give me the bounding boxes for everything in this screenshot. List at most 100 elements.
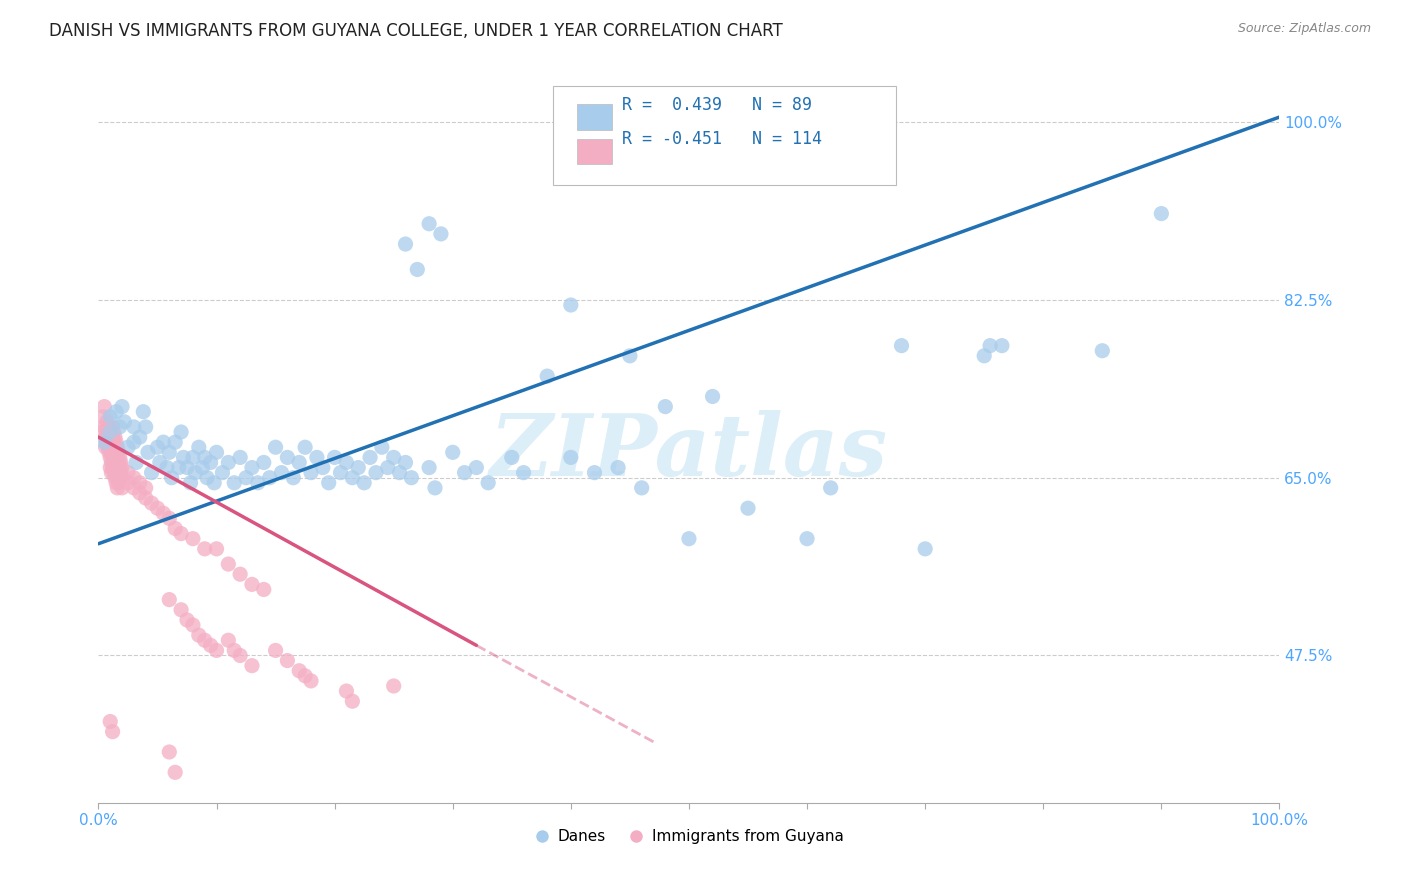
Point bbox=[149, 455, 172, 469]
Point bbox=[299, 466, 322, 480]
Point bbox=[477, 475, 499, 490]
Point bbox=[94, 440, 117, 454]
Point bbox=[401, 471, 423, 485]
Point bbox=[187, 628, 209, 642]
Point bbox=[914, 541, 936, 556]
Point bbox=[240, 658, 263, 673]
Point bbox=[107, 445, 129, 459]
Point bbox=[283, 471, 305, 485]
Point bbox=[288, 664, 311, 678]
Point bbox=[820, 481, 842, 495]
Point bbox=[103, 425, 125, 439]
Text: DANISH VS IMMIGRANTS FROM GUYANA COLLEGE, UNDER 1 YEAR CORRELATION CHART: DANISH VS IMMIGRANTS FROM GUYANA COLLEGE… bbox=[49, 22, 783, 40]
Point bbox=[103, 435, 125, 450]
Point bbox=[105, 445, 128, 459]
Point bbox=[342, 694, 364, 708]
Point bbox=[294, 669, 316, 683]
Point bbox=[96, 425, 118, 439]
Point bbox=[117, 440, 139, 454]
Point bbox=[122, 481, 145, 495]
Point bbox=[93, 420, 115, 434]
Point bbox=[235, 471, 257, 485]
Point bbox=[125, 455, 148, 469]
Point bbox=[423, 481, 446, 495]
Point bbox=[110, 466, 132, 480]
Point bbox=[93, 400, 115, 414]
Point bbox=[146, 440, 169, 454]
Point bbox=[104, 460, 127, 475]
Point bbox=[465, 460, 488, 475]
Point bbox=[97, 430, 120, 444]
Point bbox=[108, 420, 131, 434]
Point bbox=[101, 430, 124, 444]
Point bbox=[654, 400, 676, 414]
Point bbox=[1091, 343, 1114, 358]
Point bbox=[157, 445, 180, 459]
Point bbox=[98, 425, 121, 439]
Point bbox=[105, 450, 128, 465]
Point bbox=[184, 466, 207, 480]
Point bbox=[430, 227, 453, 241]
FancyBboxPatch shape bbox=[553, 86, 896, 185]
Point bbox=[335, 684, 357, 698]
Point bbox=[583, 466, 606, 480]
Point bbox=[141, 496, 163, 510]
Point bbox=[141, 466, 163, 480]
Point bbox=[105, 440, 128, 454]
Point bbox=[560, 450, 582, 465]
Point bbox=[170, 526, 193, 541]
Point bbox=[187, 440, 209, 454]
Point bbox=[229, 567, 252, 582]
Point bbox=[347, 460, 370, 475]
Point bbox=[111, 471, 134, 485]
Point bbox=[979, 338, 1001, 352]
Point bbox=[165, 765, 187, 780]
Point bbox=[105, 455, 128, 469]
Point bbox=[117, 466, 139, 480]
Point bbox=[101, 440, 124, 454]
Point bbox=[181, 450, 204, 465]
Point bbox=[107, 475, 129, 490]
Point bbox=[105, 481, 128, 495]
Text: ZIPatlas: ZIPatlas bbox=[489, 410, 889, 493]
Point bbox=[91, 425, 114, 439]
Point bbox=[105, 460, 128, 475]
Point bbox=[101, 724, 124, 739]
Point bbox=[264, 643, 287, 657]
Point bbox=[160, 471, 183, 485]
Point bbox=[157, 592, 180, 607]
Point bbox=[560, 298, 582, 312]
Point bbox=[172, 450, 194, 465]
Point bbox=[122, 471, 145, 485]
Point bbox=[111, 481, 134, 495]
Point bbox=[205, 445, 228, 459]
Point bbox=[98, 409, 121, 424]
Point bbox=[195, 471, 218, 485]
Point bbox=[176, 613, 198, 627]
Point bbox=[146, 501, 169, 516]
Point bbox=[607, 460, 630, 475]
Point bbox=[630, 481, 652, 495]
Point bbox=[406, 262, 429, 277]
Point bbox=[98, 420, 121, 434]
Point bbox=[973, 349, 995, 363]
Point bbox=[100, 445, 122, 459]
Point bbox=[170, 603, 193, 617]
Point bbox=[229, 648, 252, 663]
FancyBboxPatch shape bbox=[576, 138, 612, 164]
Point bbox=[359, 450, 381, 465]
Point bbox=[157, 511, 180, 525]
Point bbox=[98, 425, 121, 439]
Point bbox=[111, 460, 134, 475]
Point bbox=[991, 338, 1014, 352]
Point bbox=[181, 618, 204, 632]
Point bbox=[299, 673, 322, 688]
Point bbox=[253, 582, 276, 597]
Point bbox=[105, 471, 128, 485]
Point bbox=[101, 420, 124, 434]
Point bbox=[104, 450, 127, 465]
Point bbox=[335, 455, 357, 469]
Point bbox=[512, 466, 534, 480]
Point bbox=[890, 338, 912, 352]
Text: R =  0.439   N = 89: R = 0.439 N = 89 bbox=[621, 96, 811, 114]
